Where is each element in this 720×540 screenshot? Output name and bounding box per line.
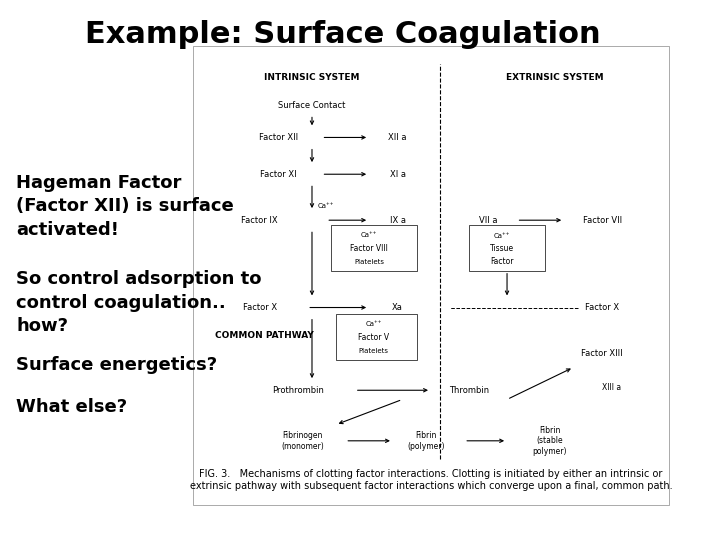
Text: EXTRINSIC SYSTEM: EXTRINSIC SYSTEM (505, 73, 603, 82)
Text: Ca⁺⁺: Ca⁺⁺ (318, 204, 335, 210)
Text: Factor XIII: Factor XIII (581, 349, 623, 358)
Text: Ca⁺⁺: Ca⁺⁺ (494, 233, 510, 239)
Text: Fibrin
(polymer): Fibrin (polymer) (408, 431, 445, 450)
Text: Factor VIII: Factor VIII (350, 244, 388, 253)
Text: FIG. 3.   Mechanisms of clotting factor interactions. Clotting is initiated by e: FIG. 3. Mechanisms of clotting factor in… (189, 469, 672, 491)
Text: Example: Surface Coagulation: Example: Surface Coagulation (85, 21, 600, 49)
Text: INTRINSIC SYSTEM: INTRINSIC SYSTEM (264, 73, 360, 82)
Text: XIII a: XIII a (602, 383, 621, 393)
Text: Factor: Factor (490, 257, 514, 266)
Text: Factor XII: Factor XII (259, 133, 298, 142)
Text: Platelets: Platelets (359, 348, 389, 354)
Text: XI a: XI a (390, 170, 405, 179)
Text: Prothrombin: Prothrombin (271, 386, 324, 395)
Text: Factor XI: Factor XI (261, 170, 297, 179)
Text: Ca⁺⁺: Ca⁺⁺ (366, 321, 382, 327)
Text: Factor X: Factor X (585, 303, 619, 312)
Text: VII a: VII a (479, 215, 498, 225)
Text: XII a: XII a (388, 133, 407, 142)
Text: Surface Contact: Surface Contact (279, 101, 346, 110)
Text: Ca⁺⁺: Ca⁺⁺ (361, 232, 377, 238)
Text: Factor IX: Factor IX (241, 215, 278, 225)
Text: IX a: IX a (390, 215, 405, 225)
Text: Tissue: Tissue (490, 244, 514, 253)
Bar (193, 45, 669, 505)
Text: Hageman Factor
(Factor XII) is surface
activated!: Hageman Factor (Factor XII) is surface a… (17, 174, 234, 239)
Bar (336, 314, 417, 360)
Text: Factor X: Factor X (243, 303, 276, 312)
Text: So control adsorption to
control coagulation..
how?: So control adsorption to control coagula… (17, 270, 262, 335)
Text: Surface energetics?: Surface energetics? (17, 355, 217, 374)
Text: Platelets: Platelets (354, 260, 384, 266)
Text: What else?: What else? (17, 399, 127, 416)
Text: Fibrin
(stable
polymer): Fibrin (stable polymer) (533, 426, 567, 456)
Text: Factor VII: Factor VII (582, 215, 622, 225)
Text: Xa: Xa (392, 303, 403, 312)
Text: COMMON PATHWAY: COMMON PATHWAY (215, 330, 314, 340)
Bar (469, 225, 545, 271)
Text: Fibrinogen
(monomer): Fibrinogen (monomer) (281, 431, 324, 450)
Bar (331, 225, 417, 271)
Text: Thrombin: Thrombin (449, 386, 489, 395)
Text: Factor V: Factor V (359, 333, 390, 342)
